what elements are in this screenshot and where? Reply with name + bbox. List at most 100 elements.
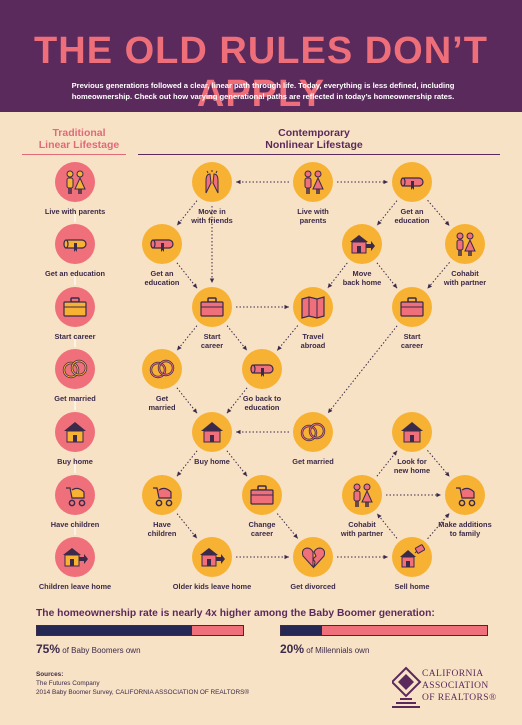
traditional-step-7: Children leave home xyxy=(29,537,121,591)
boomers-stat: 75% of Baby Boomers own xyxy=(36,642,141,656)
sources-line2: 2014 Baby Boomer Survey, CALIFORNIA ASSO… xyxy=(36,689,250,696)
stats-headline: The homeownership rate is nearly 4x high… xyxy=(36,608,435,619)
contemporary-node-live-parents: Live with parents xyxy=(267,162,359,225)
node-label: Get an education xyxy=(144,269,180,287)
node-circle xyxy=(142,475,182,515)
contemporary-node-education-left: Get an education xyxy=(116,224,208,287)
contemporary-node-have-children: Have children xyxy=(116,475,208,538)
node-circle xyxy=(242,349,282,389)
node-circle xyxy=(55,412,95,452)
node-circle xyxy=(342,475,382,515)
millennials-value: 20% xyxy=(280,642,305,656)
node-label: Move in with friends xyxy=(191,207,233,225)
contemporary-node-cohabit-bottom: Cohabit with partner xyxy=(316,475,408,538)
car-logo-icon xyxy=(392,666,422,708)
node-label: Get married xyxy=(54,394,96,403)
traditional-heading-line2: Linear Lifestage xyxy=(38,139,120,151)
briefcase-icon xyxy=(399,294,425,320)
connector-arrowhead xyxy=(177,220,182,226)
node-circle xyxy=(142,224,182,264)
boomers-bar xyxy=(36,625,244,636)
diploma-icon xyxy=(149,231,175,257)
contemporary-node-start-career-right: Start career xyxy=(366,287,458,350)
house-icon xyxy=(399,419,425,445)
node-label: Start career xyxy=(200,332,224,350)
node-circle xyxy=(293,412,333,452)
contemporary-node-back-to-education: Go back to education xyxy=(216,349,308,412)
connector-arrowhead xyxy=(236,429,241,435)
connector-arrowhead xyxy=(236,179,241,185)
connector-arrowhead xyxy=(177,345,182,351)
node-label: Buy home xyxy=(57,457,93,466)
connector-arrowhead xyxy=(277,345,282,351)
traditional-heading: Traditional Linear Lifestage xyxy=(18,127,140,151)
node-label: Buy home xyxy=(194,457,230,466)
boomers-text: of Baby Boomers own xyxy=(62,646,141,655)
node-label: Live with parents xyxy=(297,207,329,225)
node-circle xyxy=(192,287,232,327)
traditional-step-4: Get married xyxy=(29,349,121,403)
contemporary-node-change-career: Change career xyxy=(216,475,308,538)
connector-arrowhead xyxy=(176,471,182,477)
contemporary-node-travel-abroad: Travel abroad xyxy=(267,287,359,350)
node-circle xyxy=(55,224,95,264)
millennials-bar-fill xyxy=(281,626,323,635)
contemporary-heading: Contemporary Nonlinear Lifestage xyxy=(214,127,414,151)
node-label: Get married xyxy=(292,457,334,466)
page-title: THE OLD RULES DON’T APPLY xyxy=(34,30,488,115)
sources-heading: Sources: xyxy=(36,671,64,678)
rings-icon xyxy=(62,356,88,382)
connector-arrowhead xyxy=(377,513,382,519)
briefcase-icon xyxy=(249,482,275,508)
node-label: Have children xyxy=(50,520,100,529)
node-circle xyxy=(55,287,95,327)
connector-arrowhead xyxy=(327,283,333,289)
node-label: Get an education xyxy=(45,269,105,278)
node-circle xyxy=(392,287,432,327)
node-circle xyxy=(242,475,282,515)
stroller-icon xyxy=(452,482,478,508)
page-subtitle: Previous generations followed a clear, l… xyxy=(71,81,455,101)
contemporary-heading-rule xyxy=(138,154,500,155)
high-five-icon xyxy=(199,169,225,195)
node-label: Live with parents xyxy=(44,207,106,216)
contemporary-node-move-in-friends: Move in with friends xyxy=(166,162,258,225)
contemporary-node-education-right: Get an education xyxy=(366,162,458,225)
millennials-bar xyxy=(280,625,488,636)
diploma-icon xyxy=(249,356,275,382)
node-label: Sell home xyxy=(394,582,430,591)
connector-arrowhead xyxy=(444,220,450,226)
traditional-heading-rule xyxy=(22,154,126,155)
node-label: Older kids leave home xyxy=(172,582,252,591)
node-circle xyxy=(142,349,182,389)
node-label: Look for new home xyxy=(393,457,431,475)
node-circle xyxy=(192,537,232,577)
connector-arrowhead xyxy=(327,408,333,414)
millennials-stat: 20% of Millennials own xyxy=(280,642,369,656)
traditional-heading-line1: Traditional xyxy=(52,127,106,139)
sources-line1: The Futures Company xyxy=(36,680,100,687)
node-label: Start career xyxy=(400,332,424,350)
parents-icon xyxy=(300,169,326,195)
map-icon xyxy=(300,294,326,320)
boomers-value: 75% xyxy=(36,642,61,656)
house-arrow-icon xyxy=(199,544,225,570)
millennials-text: of Millennials own xyxy=(306,646,370,655)
connector-arrowhead xyxy=(444,471,450,477)
broken-heart-icon xyxy=(300,544,326,570)
contemporary-node-get-married-mid: Get married xyxy=(267,412,359,466)
diploma-icon xyxy=(62,231,88,257)
sell-home-icon xyxy=(399,544,425,570)
briefcase-icon xyxy=(62,294,88,320)
node-label: Change career xyxy=(248,520,276,538)
connector-arrowhead xyxy=(383,554,388,560)
boomers-bar-fill xyxy=(37,626,192,635)
traditional-step-1: Live with parents xyxy=(29,162,121,216)
node-circle xyxy=(392,537,432,577)
connector-arrowhead xyxy=(392,283,398,289)
stroller-icon xyxy=(62,482,88,508)
connector-arrowhead xyxy=(436,492,441,498)
node-label: Start career xyxy=(54,332,96,341)
node-circle xyxy=(293,162,333,202)
connector-arrowhead xyxy=(383,179,388,185)
